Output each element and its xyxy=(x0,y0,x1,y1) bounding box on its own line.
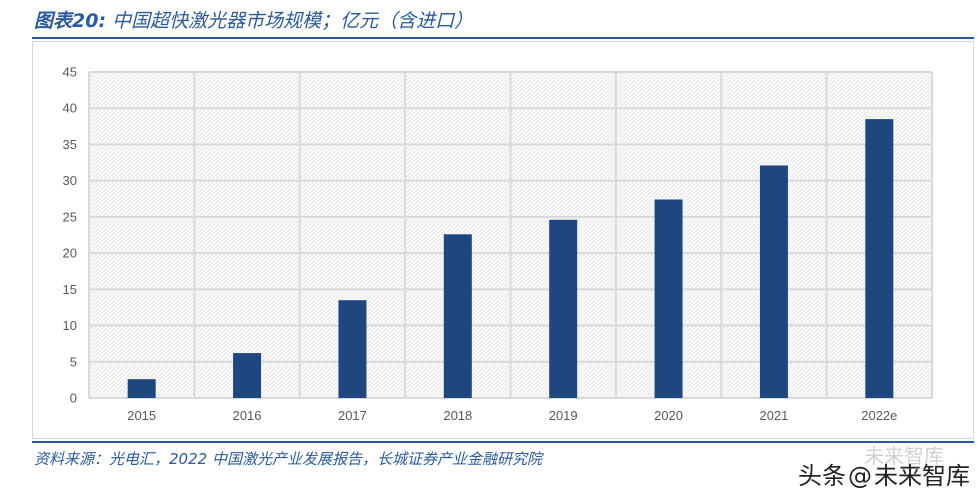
bar-chart: 0 5 10 15 20 25 30 35 40 45 2015 2016 2017 2018 2019 20… xyxy=(63,65,933,423)
source-divider xyxy=(32,441,974,443)
y-tick-label: 0 xyxy=(70,391,77,406)
watermark-platform: 头条 xyxy=(798,462,846,490)
y-tick-label: 5 xyxy=(70,354,77,369)
y-tick-label: 45 xyxy=(63,65,77,80)
x-tick-label: 2019 xyxy=(549,408,578,423)
bar xyxy=(443,234,472,398)
figure-label: 图表20: xyxy=(34,10,107,32)
y-tick-label: 20 xyxy=(63,246,77,261)
x-tick-label: 2015 xyxy=(127,408,156,423)
x-tick-label: 2022e xyxy=(861,408,897,423)
watermark-at: @ xyxy=(848,462,872,490)
bar xyxy=(233,353,262,398)
watermark-account: 未来智库 xyxy=(874,462,970,490)
watermark: 头条@未来智库 xyxy=(798,456,970,491)
y-tick-label: 15 xyxy=(63,282,77,297)
y-tick-label: 35 xyxy=(63,137,77,152)
y-tick-label: 30 xyxy=(63,173,77,188)
y-tick-label: 25 xyxy=(63,209,77,224)
watermark-ghost: 未来智库 xyxy=(864,444,944,468)
x-tick-label: 2016 xyxy=(233,408,262,423)
x-tick-label: 2017 xyxy=(338,408,367,423)
bar xyxy=(338,300,367,398)
bar xyxy=(549,219,578,398)
bar xyxy=(127,379,156,398)
source-note: 资料来源：光电汇，2022 中国激光产业发展报告，长城证券产业金融研究院 xyxy=(34,450,542,468)
y-tick-label: 10 xyxy=(63,318,77,333)
figure-title-text: 中国超快激光器市场规模；亿元（含进口） xyxy=(112,10,474,32)
title-divider xyxy=(32,37,974,39)
y-tick-label: 40 xyxy=(63,101,77,116)
bar xyxy=(759,165,788,398)
chart-frame: 0 5 10 15 20 25 30 35 40 45 2015 2016 2017 2018 2019 20… xyxy=(32,41,974,439)
x-tick-label: 2018 xyxy=(443,408,472,423)
figure-title: 图表20: 中国超快激光器市场规模；亿元（含进口） xyxy=(34,6,473,33)
bar xyxy=(865,119,894,398)
bar xyxy=(654,199,683,398)
x-tick-label: 2020 xyxy=(654,408,683,423)
x-tick-label: 2021 xyxy=(759,408,788,423)
